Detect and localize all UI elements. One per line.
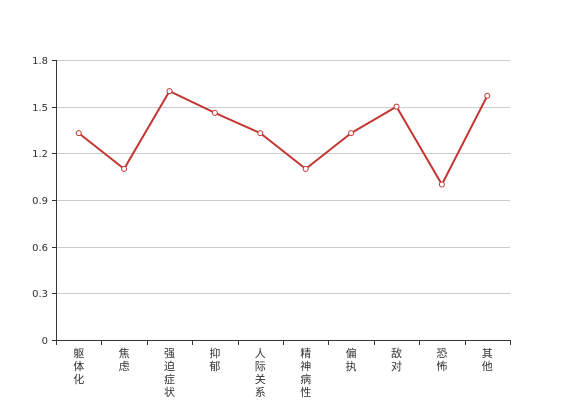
data-point[interactable] bbox=[302, 165, 309, 172]
data-points bbox=[75, 88, 491, 188]
x-category-label: 抑郁 bbox=[209, 346, 220, 373]
y-tick-label: 1.5 bbox=[32, 103, 48, 114]
axes bbox=[52, 60, 511, 345]
x-category-label: 恐怖 bbox=[436, 347, 447, 373]
series-line-path bbox=[78, 90, 489, 186]
y-tick-label: 1.2 bbox=[32, 149, 48, 160]
x-category-label: 强迫症状 bbox=[164, 347, 175, 399]
grid-lines bbox=[56, 60, 510, 294]
data-point[interactable] bbox=[257, 130, 264, 137]
y-axis-tick-labels: 0 0.3 0.6 0.9 1.2 1.5 1.8 bbox=[32, 56, 48, 347]
x-category-label: 人际关系敏 bbox=[255, 347, 266, 400]
data-point[interactable] bbox=[393, 103, 400, 110]
x-axis-category-labels: 躯体化 焦虑 强迫症状 抑郁 人际关系敏 精神病性 偏执 敌对 恐怖 其他 bbox=[73, 346, 493, 400]
x-category-label: 躯体化 bbox=[73, 347, 84, 386]
data-point[interactable] bbox=[75, 130, 82, 137]
data-point[interactable] bbox=[484, 92, 491, 99]
series-line bbox=[78, 90, 489, 186]
data-point[interactable] bbox=[121, 165, 128, 172]
data-point[interactable] bbox=[348, 130, 355, 137]
data-point[interactable] bbox=[166, 88, 173, 95]
data-point[interactable] bbox=[438, 181, 445, 188]
x-category-label: 其他 bbox=[482, 347, 493, 373]
y-tick-label: 0.3 bbox=[32, 289, 48, 300]
y-tick-label: 0.6 bbox=[32, 243, 48, 254]
y-tick-label: 1.8 bbox=[32, 56, 48, 67]
x-category-label: 精神病性 bbox=[300, 347, 311, 399]
y-tick-label: 0.9 bbox=[32, 196, 48, 207]
y-tick-label: 0 bbox=[42, 336, 48, 347]
x-category-label: 偏执 bbox=[346, 346, 357, 373]
x-category-label: 焦虑 bbox=[119, 347, 130, 373]
data-point[interactable] bbox=[211, 109, 218, 116]
x-category-label: 敌对 bbox=[391, 346, 402, 373]
